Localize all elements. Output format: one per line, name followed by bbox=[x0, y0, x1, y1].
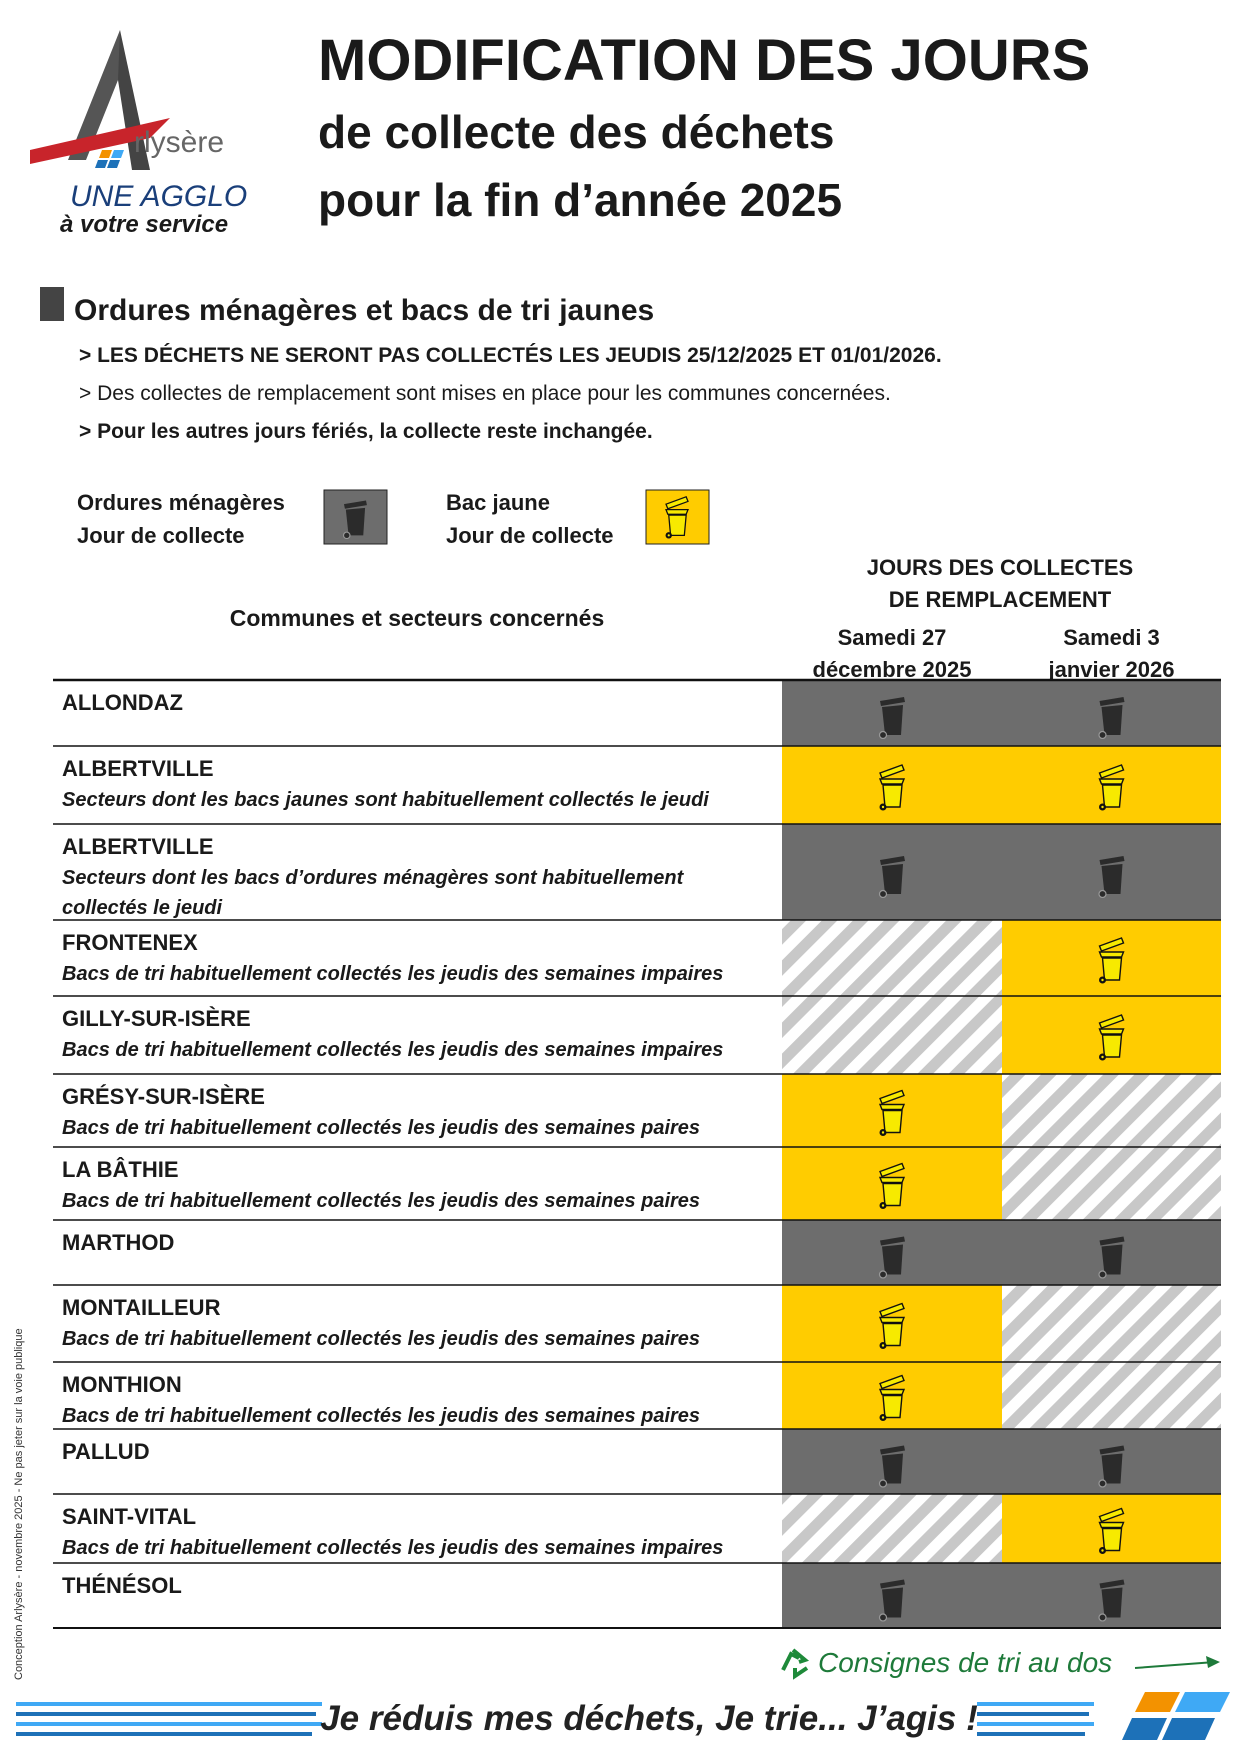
commune: GRÉSY-SUR-ISÈRE bbox=[62, 1084, 265, 1109]
table: Samedi 27 décembre 2025 Samedi 3 janvier 20… bbox=[53, 625, 1221, 1629]
commune-detail: Bacs de tri habituellement collectés les… bbox=[62, 1117, 700, 1139]
bin-icon bbox=[878, 1162, 905, 1210]
bin-icon bbox=[1098, 937, 1125, 984]
logo-brand: rlysère bbox=[134, 126, 224, 159]
commune: THÉNÉSOL bbox=[62, 1573, 182, 1598]
title: MODIFICATION DES JOURS bbox=[318, 28, 1090, 93]
legend: Ordures ménagères Jour de collecte Bac jau… bbox=[77, 489, 710, 548]
section-marker bbox=[40, 287, 64, 321]
bin-icon bbox=[1098, 1507, 1125, 1555]
arrow bbox=[1134, 1656, 1220, 1669]
commune-detail: Bacs de tri habituellement collectés les… bbox=[62, 1405, 700, 1427]
commune-detail: collectés le jeudi bbox=[62, 897, 223, 919]
column-header: décembre 2025 bbox=[813, 657, 972, 682]
commune-detail: Bacs de tri habituellement collectés les… bbox=[62, 1537, 723, 1559]
group-header: JOURS DES COLLECTES bbox=[867, 555, 1133, 580]
commune: ALBERTVILLE bbox=[62, 834, 214, 859]
slogan: Je réduis mes déchets, Je trie... J’agis… bbox=[320, 1699, 978, 1738]
no-collection-cell bbox=[782, 996, 1002, 1074]
subtitle: pour la fin d’année 2025 bbox=[318, 174, 842, 226]
commune-detail: Bacs de tri habituellement collectés les… bbox=[62, 1039, 723, 1061]
no-collection-cell bbox=[1002, 1074, 1221, 1147]
commune: MONTAILLEUR bbox=[62, 1295, 221, 1320]
footer-logo bbox=[1122, 1692, 1230, 1740]
no-collection-cell bbox=[782, 920, 1002, 996]
legend-label: Ordures ménagères bbox=[77, 490, 285, 515]
column-header: Samedi 27 bbox=[838, 625, 947, 650]
legend-label: Jour de collecte bbox=[446, 523, 614, 548]
note: > Des collectes de remplacement sont mis… bbox=[79, 382, 891, 405]
bin-icon bbox=[1098, 1014, 1125, 1061]
logo bbox=[30, 30, 170, 170]
stripes bbox=[16, 1702, 1094, 1736]
subtitle: de collecte des déchets bbox=[318, 106, 834, 158]
commune: MONTHION bbox=[62, 1372, 182, 1397]
legend-label: Jour de collecte bbox=[77, 523, 245, 548]
commune: SAINT-VITAL bbox=[62, 1504, 196, 1529]
group-header: DE REMPLACEMENT bbox=[889, 587, 1112, 612]
credit: Conception Arlysère - novembre 2025 - Ne… bbox=[13, 1328, 25, 1680]
legend-label: Bac jaune bbox=[446, 490, 550, 515]
commune: ALBERTVILLE bbox=[62, 756, 214, 781]
commune: LA BÂTHIE bbox=[62, 1157, 179, 1182]
consignes: Consignes de tri au dos bbox=[818, 1647, 1112, 1678]
bin-icon bbox=[664, 496, 689, 539]
note: > Pour les autres jours fériés, la colle… bbox=[79, 420, 653, 443]
bin-icon bbox=[878, 764, 905, 811]
communes-header: Communes et secteurs concernés bbox=[230, 605, 605, 631]
bin-icon bbox=[1098, 764, 1125, 811]
commune: FRONTENEX bbox=[62, 930, 198, 955]
logo-line2: à votre service bbox=[60, 211, 228, 238]
notes: > LES DÉCHETS NE SERONT PAS COLLECTÉS LE… bbox=[79, 344, 942, 443]
commune-detail: Secteurs dont les bacs jaunes sont habit… bbox=[62, 789, 709, 811]
no-collection-cell bbox=[1002, 1285, 1221, 1362]
no-collection-cell bbox=[1002, 1362, 1221, 1429]
commune: ALLONDAZ bbox=[62, 690, 183, 715]
recycle-icon bbox=[781, 1648, 810, 1680]
commune-detail: Secteurs dont les bacs d’ordures ménagèr… bbox=[62, 867, 685, 889]
commune-detail: Bacs de tri habituellement collectés les… bbox=[62, 963, 723, 985]
column-header: janvier 2026 bbox=[1048, 657, 1175, 682]
bin-icon bbox=[878, 1302, 905, 1350]
commune: MARTHOD bbox=[62, 1230, 174, 1255]
commune: PALLUD bbox=[62, 1439, 150, 1464]
no-collection-cell bbox=[782, 1494, 1002, 1563]
note: > LES DÉCHETS NE SERONT PAS COLLECTÉS LE… bbox=[79, 344, 942, 367]
bin-icon bbox=[878, 1089, 905, 1137]
commune-detail: Bacs de tri habituellement collectés les… bbox=[62, 1328, 700, 1350]
no-collection-cell bbox=[1002, 1147, 1221, 1220]
commune: GILLY-SUR-ISÈRE bbox=[62, 1006, 251, 1031]
section-title: Ordures ménagères et bacs de tri jaunes bbox=[74, 294, 654, 327]
column-header: Samedi 3 bbox=[1063, 625, 1160, 650]
bin-icon bbox=[878, 1374, 905, 1422]
commune-detail: Bacs de tri habituellement collectés les… bbox=[62, 1190, 700, 1212]
logo-line1: UNE AGGLO bbox=[70, 180, 247, 213]
